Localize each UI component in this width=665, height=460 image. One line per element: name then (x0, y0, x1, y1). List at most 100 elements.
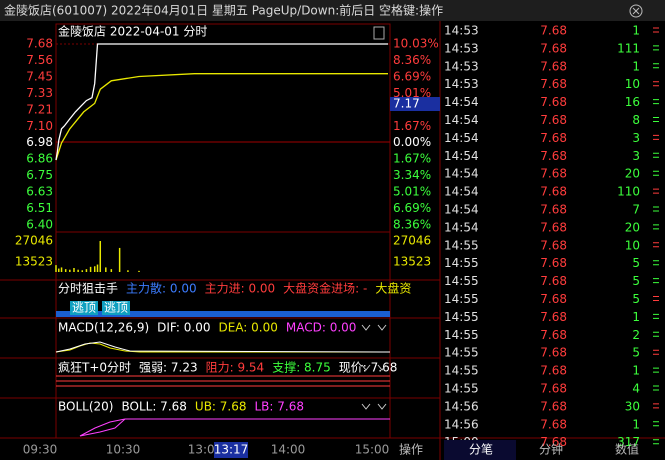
price-label: 7.21 (26, 102, 53, 116)
indicator-value: BOLL(20) (58, 400, 113, 414)
close-x[interactable] (632, 7, 640, 15)
indicator-value: 强弱: 7.23 (139, 361, 198, 375)
tick-time: 14:54 (444, 113, 479, 127)
time-label: 13:00 (188, 443, 223, 457)
tick-price: 7.68 (540, 346, 567, 360)
panel-button[interactable] (373, 26, 385, 40)
indicator-value: MACD(12,26,9) (58, 321, 149, 335)
tick-time: 14:55 (444, 328, 479, 342)
tick-volume: 10 (625, 77, 640, 91)
direction-marker (653, 331, 659, 337)
tick-time: 14:53 (444, 59, 479, 73)
signal-tag-bg (102, 301, 130, 315)
direction-marker (653, 117, 659, 122)
time-cursor: 13:17 (214, 443, 249, 457)
tick-time: 14:54 (444, 95, 479, 109)
tab[interactable]: 分钟 (539, 442, 563, 457)
tick-price: 7.68 (540, 310, 567, 324)
tick-volume: 10 (625, 238, 640, 252)
tick-volume: 5 (632, 274, 640, 288)
tick-time: 14:56 (444, 417, 479, 431)
tick-price: 7.68 (540, 167, 567, 181)
title-bar (0, 0, 665, 21)
tick-time: 14:53 (444, 24, 479, 38)
close-circle[interactable] (629, 4, 643, 18)
percent-label: 6.69% (393, 69, 431, 83)
tick-time: 14:55 (444, 346, 479, 360)
direction-marker (653, 367, 659, 373)
tab[interactable]: 分笔 (469, 442, 493, 457)
indicator-value: 疯狂T+0分时 (58, 360, 131, 375)
indicator-value: 大盘资 (375, 281, 411, 296)
direction-marker (653, 260, 659, 266)
signal-tag-bg (70, 301, 98, 315)
indicator-value: DEA: 0.00 (218, 321, 277, 335)
tick-time: 14:53 (444, 77, 479, 91)
tick-price: 7.68 (540, 113, 567, 127)
tick-time: 14:55 (444, 292, 479, 306)
tick-time: 14:55 (444, 364, 479, 378)
tick-volume: 8 (632, 113, 640, 127)
direction-marker (653, 170, 659, 176)
close-button[interactable] (629, 4, 643, 18)
direction-marker (653, 99, 659, 105)
window-title: 金陵饭店(601007) 2022年04月01日 星期五 PageUp/Down… (4, 3, 443, 18)
direction-marker (653, 188, 659, 194)
direction-marker (653, 81, 659, 87)
percent-label: 5.01% (393, 185, 431, 199)
percent-label: 8.36% (393, 218, 431, 232)
cursor-price-box (390, 97, 440, 111)
tick-volume: 5 (632, 346, 640, 360)
indicator-value: 阻力: 9.54 (206, 361, 265, 375)
tab-active (444, 440, 516, 460)
percent-label: 8.36% (393, 53, 431, 67)
indicator-value: 大盘资金进场: - (283, 281, 367, 296)
tab[interactable]: 数值 (615, 442, 639, 457)
tick-volume: 1 (632, 59, 640, 73)
tick-price: 7.68 (540, 435, 567, 449)
price-label: 7.33 (26, 86, 53, 100)
tab[interactable]: 操作 (399, 442, 423, 457)
tick-price: 7.68 (540, 41, 567, 55)
volume-label: 13523 (393, 255, 431, 269)
tick-volume: 111 (617, 41, 640, 55)
panel-menu (361, 403, 387, 410)
tick-volume: 20 (625, 167, 640, 181)
tick-volume: 1 (632, 24, 640, 38)
time-label: 15:00 (355, 443, 390, 457)
panel-menu (361, 324, 387, 331)
chart-header: 金陵饭店 2022-04-01 分时 (58, 24, 207, 39)
percent-label: 1.67% (393, 119, 431, 133)
volume-label: 13523 (15, 255, 53, 269)
indicator-value: DIF: 0.00 (157, 321, 210, 335)
tick-volume: 110 (617, 185, 640, 199)
price-label: 6.51 (26, 201, 53, 215)
direction-marker (653, 134, 659, 140)
signal-band (56, 311, 390, 317)
macd-line (55, 341, 391, 353)
tick-price: 7.68 (540, 417, 567, 431)
direction-marker (653, 385, 659, 391)
direction-marker (653, 296, 659, 301)
price-label: 6.86 (26, 152, 53, 166)
tick-volume: 1 (632, 310, 640, 324)
price-label: 7.68 (26, 37, 53, 51)
tick-volume: 3 (632, 131, 640, 145)
tick-price: 7.68 (540, 149, 567, 163)
tick-volume: 20 (625, 220, 640, 234)
tick-volume: 16 (625, 95, 640, 109)
indicator-value: 主力散: 0.00 (126, 281, 197, 296)
tick-volume: 2 (632, 328, 640, 342)
price-label: 7.56 (26, 53, 53, 67)
volume-label: 27046 (393, 234, 431, 248)
macd-line (55, 342, 390, 353)
tick-volume: 4 (632, 382, 640, 396)
indicator-value: UB: 7.68 (195, 400, 247, 414)
tick-time: 14:55 (444, 274, 479, 288)
tick-time: 14:54 (444, 149, 479, 163)
direction-marker (653, 27, 659, 33)
direction-marker (653, 242, 659, 248)
tick-volume: 1 (632, 417, 640, 431)
cursor-price: 7.17 (393, 97, 420, 111)
tick-time: 14:54 (444, 167, 479, 181)
